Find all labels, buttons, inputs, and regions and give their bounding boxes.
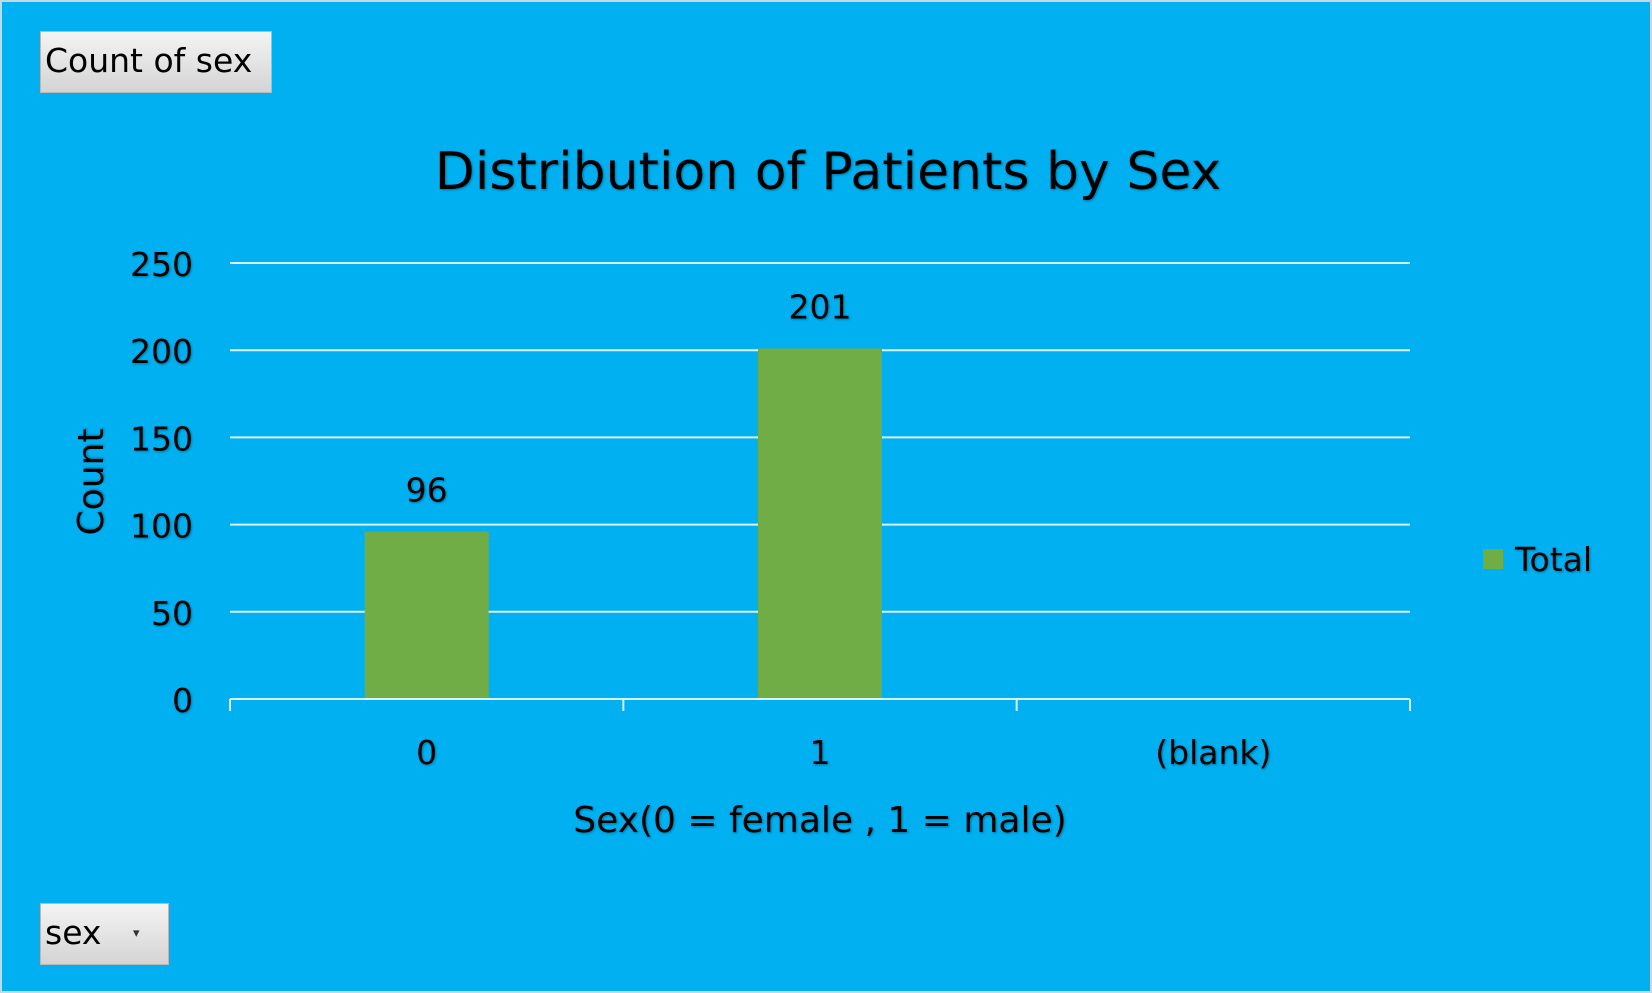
y-tick-label: 250 <box>130 245 193 284</box>
x-axis-title: Sex(0 = female , 1 = male) <box>573 800 1066 841</box>
y-axis-title: Count <box>71 429 112 536</box>
chevron-down-icon: ▾ <box>133 926 140 941</box>
bars <box>364 348 882 699</box>
bar <box>364 531 489 699</box>
y-tick-label: 50 <box>151 594 193 633</box>
legend: Total <box>1483 540 1592 579</box>
bar <box>758 348 882 699</box>
x-tick-label: 0 <box>416 733 437 772</box>
y-tick-label: 200 <box>130 332 193 371</box>
data-label: 96 <box>406 471 448 510</box>
value-field-button[interactable]: Count of sex <box>40 31 272 93</box>
x-tick-label: (blank) <box>1155 733 1271 772</box>
chart-title: Distribution of Patients by Sex <box>435 142 1221 202</box>
y-tick-label: 0 <box>172 681 193 720</box>
data-label: 201 <box>789 287 852 326</box>
legend-label: Total <box>1514 540 1592 579</box>
data-labels: 96 201 <box>406 287 852 509</box>
y-tick-label: 150 <box>130 419 193 458</box>
legend-swatch <box>1483 549 1503 569</box>
value-field-label: Count of sex <box>45 41 253 80</box>
y-axis-ticks: 0 50 100 150 200 250 <box>130 245 193 720</box>
x-tick-label: 1 <box>810 733 831 772</box>
x-axis: 0 1 (blank) <box>229 698 1411 772</box>
axis-field-button[interactable]: sex ▾ <box>40 903 169 965</box>
y-tick-label: 100 <box>130 507 193 546</box>
axis-field-label: sex <box>45 913 102 952</box>
